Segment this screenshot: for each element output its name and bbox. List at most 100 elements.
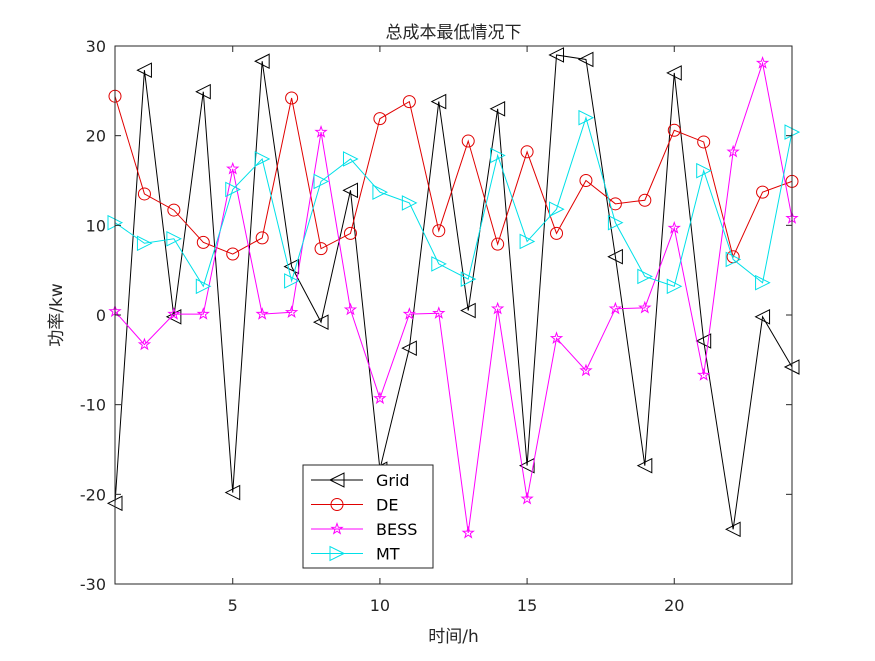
series-bess [108, 56, 799, 539]
data-point-bess [520, 491, 534, 505]
data-point-grid [401, 340, 417, 356]
data-point-grid [195, 83, 211, 100]
data-point-bess [255, 307, 269, 320]
legend: Grid DE BESS MT [302, 464, 434, 569]
series-layer [106, 47, 801, 539]
data-point-mt [431, 256, 447, 272]
data-point-de [756, 185, 770, 199]
data-point-de [608, 197, 622, 211]
data-point-bess [373, 391, 387, 405]
data-point-de [461, 134, 475, 148]
data-point-grid [695, 333, 712, 349]
data-point-bess [697, 368, 711, 381]
data-point-mt [755, 274, 771, 291]
data-point-de [285, 91, 299, 105]
legend-items: Grid DE BESS MT [311, 471, 417, 564]
legend-entry-mt: MT [311, 545, 400, 564]
data-point-bess [226, 161, 240, 175]
y-tick-label: -10 [80, 396, 106, 415]
data-point-bess [726, 144, 740, 158]
legend-label-grid: Grid [376, 471, 410, 490]
data-point-de [638, 193, 652, 207]
series-line-mt [114, 115, 793, 288]
data-point-de [314, 242, 328, 256]
data-point-bess [402, 307, 417, 320]
data-point-de [402, 95, 416, 109]
data-point-bess [667, 220, 681, 234]
legend-marker-de [330, 498, 344, 511]
x-tick-label: 5 [228, 596, 238, 615]
legend-entry-bess: BESS [311, 520, 417, 539]
data-point-grid [136, 62, 152, 79]
data-point-bess [549, 331, 564, 344]
data-point-bess [137, 337, 152, 351]
data-point-grid [342, 182, 358, 199]
data-point-bess [284, 305, 299, 318]
data-point-bess [490, 301, 505, 315]
plot-area [115, 46, 792, 584]
legend-label-de: DE [376, 496, 398, 515]
data-point-de [550, 226, 564, 240]
data-point-bess [755, 56, 770, 69]
data-point-de [167, 203, 181, 217]
data-point-mt [225, 181, 241, 198]
data-point-de [137, 187, 151, 201]
data-point-grid [636, 457, 653, 474]
data-point-grid [754, 308, 771, 325]
legend-entry-de: DE [311, 496, 398, 515]
series-mt [107, 109, 801, 295]
legend-entry-grid: Grid [311, 471, 410, 490]
y-tick-label: 0 [96, 306, 106, 325]
data-point-bess [579, 363, 593, 377]
data-point-bess [167, 307, 181, 320]
y-axis-label: 功率/kw [47, 283, 67, 347]
data-point-de [579, 174, 593, 187]
data-point-de [196, 235, 210, 249]
data-point-mt [696, 162, 712, 179]
series-line-bess [114, 61, 793, 533]
data-point-de [226, 247, 240, 261]
y-tick-label: 30 [86, 37, 106, 56]
data-point-grid [254, 53, 270, 70]
data-point-bess [638, 300, 652, 314]
x-axis-label: 时间/h [428, 627, 479, 647]
series-line-de [114, 96, 793, 259]
data-point-bess [314, 125, 328, 138]
data-point-grid [607, 248, 623, 265]
data-point-mt [313, 173, 330, 190]
data-point-grid [460, 302, 476, 319]
data-point-mt [460, 271, 477, 287]
chart-title: 总成本最低情况下 [386, 23, 522, 43]
data-point-grid [430, 93, 447, 110]
data-point-de [697, 135, 711, 149]
data-point-mt [372, 184, 389, 200]
data-point-grid [165, 308, 182, 325]
y-tick-label: -20 [80, 485, 106, 504]
data-point-grid [312, 314, 329, 330]
data-point-de [491, 237, 505, 251]
y-tick-label: 20 [86, 127, 106, 146]
data-point-bess [608, 301, 623, 315]
data-point-de [432, 224, 446, 238]
data-point-mt [725, 251, 742, 268]
series-de [108, 89, 799, 264]
data-point-mt [490, 147, 506, 164]
y-tick-label: -30 [80, 575, 106, 594]
tick-layer: 5 10 15 20 -30 -20 -10 0 10 20 30 [80, 37, 792, 615]
data-point-grid [725, 521, 741, 538]
legend-box [302, 464, 434, 569]
data-point-mt [549, 201, 565, 218]
data-point-bess [343, 302, 358, 316]
series-line-grid [114, 54, 793, 530]
data-point-mt [342, 151, 359, 167]
legend-label-mt: MT [376, 545, 400, 564]
data-point-de [343, 226, 357, 240]
x-tick-label: 20 [664, 596, 684, 615]
data-point-grid [666, 65, 682, 81]
data-point-grid [548, 47, 565, 63]
data-point-grid [518, 457, 535, 474]
legend-marker-grid [328, 472, 345, 488]
data-point-mt [607, 214, 624, 231]
